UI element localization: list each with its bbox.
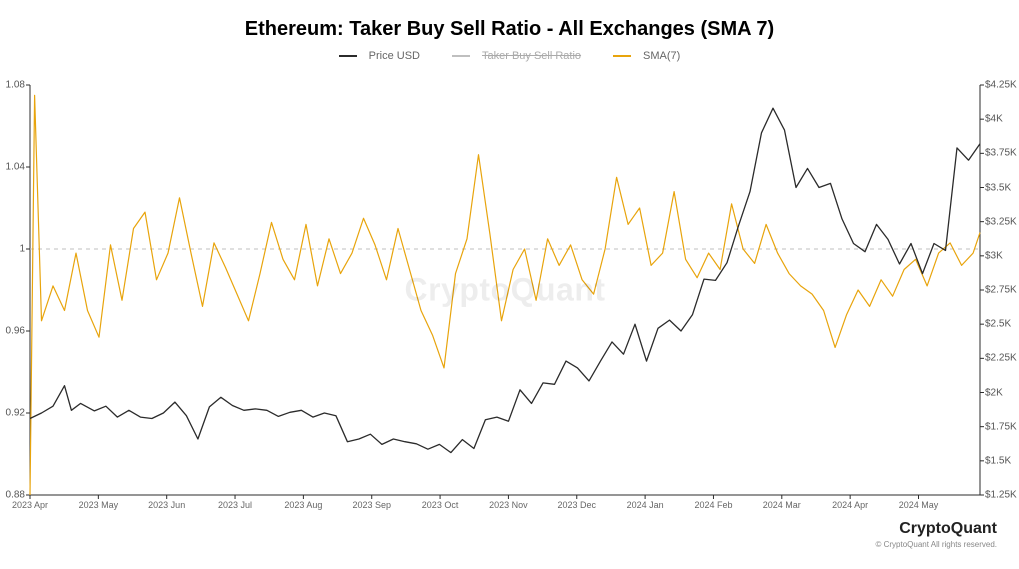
brand-sub: © CryptoQuant All rights reserved. [876, 540, 998, 549]
y-left-tick: 0.92 [0, 408, 25, 419]
y-left-tick: 1.04 [0, 162, 25, 173]
series-sma-7- [30, 95, 980, 495]
y-right-tick: $3K [985, 250, 1019, 261]
y-right-tick: $1.5K [985, 455, 1019, 466]
y-right-tick: $2.5K [985, 319, 1019, 330]
y-right-tick: $3.5K [985, 182, 1019, 193]
x-tick: 2024 Apr [832, 500, 868, 510]
chart-container: Ethereum: Taker Buy Sell Ratio - All Exc… [0, 0, 1019, 569]
brand-logo: CryptoQuant © CryptoQuant All rights res… [876, 520, 998, 549]
y-right-tick: $4K [985, 114, 1019, 125]
x-tick: 2024 Feb [694, 500, 732, 510]
chart-svg [30, 85, 980, 495]
x-tick: 2024 Mar [763, 500, 801, 510]
series-price-usd [30, 108, 980, 452]
y-right-tick: $2K [985, 387, 1019, 398]
x-tick: 2023 May [79, 500, 119, 510]
x-tick: 2024 Jan [627, 500, 664, 510]
x-tick: 2023 Sep [352, 500, 391, 510]
y-left-tick: 1.08 [0, 80, 25, 91]
x-tick: 2024 May [899, 500, 939, 510]
chart-legend: Price USDTaker Buy Sell RatioSMA(7) [0, 50, 1019, 62]
brand-name: CryptoQuant [876, 520, 998, 538]
x-tick: 2023 Dec [557, 500, 596, 510]
y-right-tick: $1.25K [985, 490, 1019, 501]
x-tick: 2023 Nov [489, 500, 528, 510]
x-tick: 2023 Jul [218, 500, 252, 510]
y-left-tick: 0.96 [0, 326, 25, 337]
y-right-tick: $2.75K [985, 285, 1019, 296]
y-left-tick: 0.88 [0, 490, 25, 501]
y-right-tick: $3.25K [985, 216, 1019, 227]
y-right-tick: $2.25K [985, 353, 1019, 364]
y-right-tick: $3.75K [985, 148, 1019, 159]
y-right-tick: $4.25K [985, 80, 1019, 91]
x-tick: 2023 Jun [148, 500, 185, 510]
x-tick: 2023 Aug [284, 500, 322, 510]
chart-title: Ethereum: Taker Buy Sell Ratio - All Exc… [0, 18, 1019, 41]
x-tick: 2023 Oct [422, 500, 459, 510]
y-right-tick: $1.75K [985, 421, 1019, 432]
x-tick: 2023 Apr [12, 500, 48, 510]
plot-area: CryptoQuant 0.880.920.9611.041.08$1.25K$… [30, 85, 980, 495]
y-left-tick: 1 [0, 244, 25, 255]
